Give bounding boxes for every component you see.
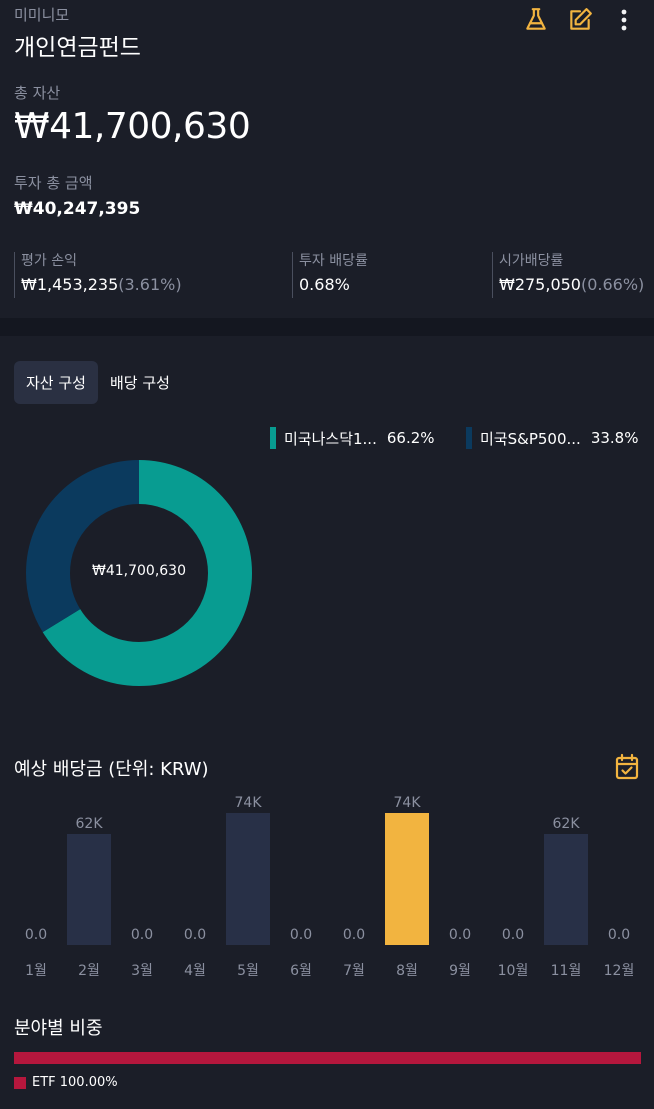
dividend-bar[interactable] [226, 813, 270, 945]
bar-value-label: 62K [75, 816, 103, 832]
bar-column-11[interactable]: 62K 11월 [544, 790, 597, 980]
legend-percent: 66.2% [386, 429, 435, 447]
more-vertical-icon[interactable] [608, 4, 640, 36]
bar-month-label: 9월 [449, 963, 471, 979]
tab-asset-composition[interactable]: 자산 구성 [14, 361, 98, 404]
legend-percent: 33.8% [590, 429, 639, 447]
bar-value-label: 0.0 [448, 927, 472, 943]
bar-column-7[interactable]: 0.0 7월 [332, 790, 385, 980]
bar-month-label: 12월 [603, 963, 635, 979]
bar-month-label: 4월 [184, 963, 206, 979]
stat-main-value: ₩1,453,235 [21, 275, 119, 294]
sector-legend-item: ETF 100.00% [14, 1075, 118, 1090]
flask-icon[interactable] [520, 4, 552, 36]
bar-column-10[interactable]: 0.0 10월 [491, 790, 544, 980]
bar-month-label: 10월 [497, 963, 529, 979]
stat-main-value: 0.68% [299, 275, 350, 294]
bar-column-8[interactable]: 74K 8월 [385, 790, 438, 980]
bar-value-label: 74K [234, 795, 262, 811]
invested-amount-label: 투자 총 금액 [14, 174, 93, 192]
bar-value-label: 74K [393, 795, 421, 811]
sector-swatch [14, 1076, 26, 1089]
bar-month-label: 8월 [396, 963, 418, 979]
bar-value-label: 62K [552, 816, 580, 832]
stat-sub-value: (3.61%) [118, 275, 182, 294]
bar-column-1[interactable]: 0.0 1월 [14, 790, 67, 980]
page-title: 개인연금펀드 [14, 35, 141, 61]
bar-month-label: 1월 [25, 963, 47, 979]
stat-value: ₩1,453,235(3.61%) [21, 270, 182, 300]
composition-tabs: 자산 구성 배당 구성 [14, 361, 182, 404]
bar-column-12[interactable]: 0.0 12월 [597, 790, 650, 980]
dividend-bar[interactable] [67, 834, 111, 945]
stat-value: 0.68% [299, 270, 368, 300]
bar-value-label: 0.0 [607, 927, 631, 943]
legend-swatch [270, 427, 276, 449]
monthly-dividend-chart: 0.0 1월 62K 2월 0.0 3월 0.0 4월 74K 5월 0.0 6월 0.0 7월 74K 8월… [14, 790, 640, 980]
stat-main-value: ₩275,050 [499, 275, 581, 294]
dividend-bar[interactable] [544, 834, 588, 945]
bar-column-3[interactable]: 0.0 3월 [120, 790, 173, 980]
donut-slice-1[interactable] [26, 460, 252, 686]
bar-value-label: 0.0 [342, 927, 366, 943]
bar-column-2[interactable]: 62K 2월 [67, 790, 120, 980]
legend-name: 미국나스닥1... [284, 429, 377, 448]
total-assets-label: 총 자산 [14, 84, 61, 102]
donut-center-total: ₩41,700,630 [91, 563, 186, 579]
bar-column-9[interactable]: 0.0 9월 [438, 790, 491, 980]
bar-value-label: 0.0 [289, 927, 313, 943]
sector-weight-bar[interactable] [14, 1052, 641, 1064]
stat-label: 시가배당률 [499, 253, 564, 269]
stat-valuation-pnl: 평가 손익 ₩1,453,235(3.61%) [14, 252, 182, 298]
legend-swatch [466, 427, 472, 449]
bar-month-label: 5월 [237, 963, 259, 979]
bar-value-label: 0.0 [183, 927, 207, 943]
stat-market-dividend: 시가배당률 ₩275,050(0.66%) [492, 252, 644, 298]
tab-dividend-composition[interactable]: 배당 구성 [109, 374, 170, 392]
bar-value-label: 0.0 [130, 927, 154, 943]
owner-name: 미미니모 [14, 6, 70, 24]
stat-dividend-rate: 투자 배당률 0.68% [292, 252, 368, 298]
bar-month-label: 7월 [343, 963, 365, 979]
legend-name: 미국S&P500... [480, 429, 581, 448]
bar-value-label: 0.0 [501, 927, 525, 943]
bar-month-label: 6월 [290, 963, 312, 979]
stat-label: 투자 배당률 [299, 253, 368, 269]
stat-sub-value: (0.66%) [580, 275, 645, 294]
header-actions [508, 4, 640, 36]
bar-month-label: 3월 [131, 963, 153, 979]
edit-icon[interactable] [564, 4, 596, 36]
legend-item-nasdaq[interactable]: 미국나스닥1... 66.2% [270, 427, 435, 449]
stat-value: ₩275,050(0.66%) [499, 270, 644, 300]
summary-panel [0, 0, 654, 318]
dividend-section-title: 예상 배당금 (단위: KRW) [14, 759, 209, 780]
sector-legend-label: ETF 100.00% [32, 1075, 118, 1090]
dividend-bar[interactable] [385, 813, 429, 945]
total-assets-value: ₩41,700,630 [14, 106, 251, 147]
bar-value-label: 0.0 [24, 927, 48, 943]
composition-donut-chart[interactable] [25, 459, 253, 687]
bar-column-5[interactable]: 74K 5월 [226, 790, 279, 980]
bar-column-4[interactable]: 0.0 4월 [173, 790, 226, 980]
sector-section-title: 분야별 비중 [14, 1018, 103, 1039]
legend-item-sp500[interactable]: 미국S&P500... 33.8% [466, 427, 638, 449]
bar-month-label: 2월 [78, 963, 100, 979]
calendar-check-icon[interactable] [612, 752, 642, 782]
invested-amount-value: ₩40,247,395 [14, 199, 141, 219]
section-divider [0, 318, 654, 336]
bar-month-label: 11월 [550, 963, 582, 979]
bar-column-6[interactable]: 0.0 6월 [279, 790, 332, 980]
stat-label: 평가 손익 [21, 253, 77, 269]
